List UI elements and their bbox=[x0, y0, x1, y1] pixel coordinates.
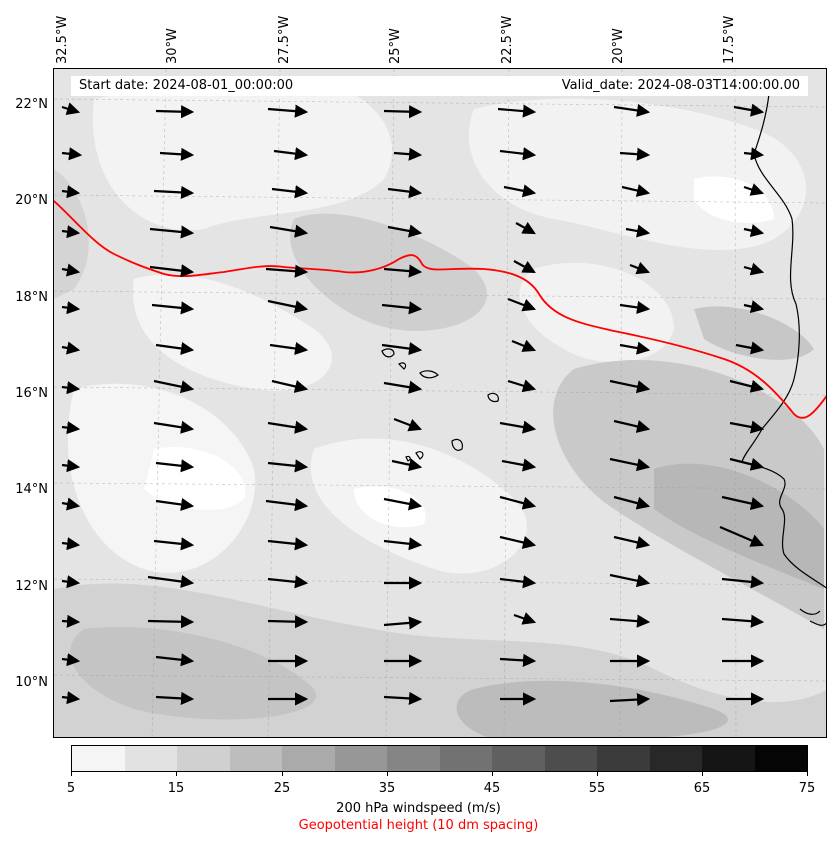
colorbar-tickmark bbox=[282, 772, 283, 776]
wind-vectors bbox=[61, 102, 765, 707]
colorbar-tick-label: 45 bbox=[483, 781, 501, 796]
lon-label-30w: 30°W bbox=[165, 28, 180, 64]
colorbar-tick-label: 65 bbox=[693, 781, 711, 796]
colorbar-tick-label: 15 bbox=[167, 781, 185, 796]
colorbar-tickmark bbox=[807, 772, 808, 776]
start-date-label: Start date: 2024-08-01_00:00:00 bbox=[79, 78, 294, 93]
windspeed-colorbar bbox=[71, 745, 808, 772]
date-info-box: Start date: 2024-08-01_00:00:00 Valid_da… bbox=[71, 76, 808, 96]
map-canvas bbox=[54, 69, 826, 737]
colorbar-swatch bbox=[439, 746, 492, 771]
lon-label-22-5w: 22.5°W bbox=[500, 15, 515, 64]
colorbar-tickmark bbox=[71, 772, 72, 776]
colorbar-swatch bbox=[229, 746, 282, 771]
colorbar-tickmark bbox=[597, 772, 598, 776]
colorbar-swatch bbox=[597, 746, 650, 771]
colorbar-swatch bbox=[492, 746, 545, 771]
colorbar-tick-label: 5 bbox=[66, 781, 76, 796]
lon-label-32-5w: 32.5°W bbox=[55, 15, 70, 64]
lat-label-20n: 20°N bbox=[15, 193, 48, 208]
lat-label-16n: 16°N bbox=[15, 386, 48, 401]
graticule bbox=[54, 69, 826, 737]
coastline bbox=[381, 93, 826, 626]
colorbar-swatch bbox=[282, 746, 335, 771]
colorbar-tickmark bbox=[492, 772, 493, 776]
lat-label-18n: 18°N bbox=[15, 290, 48, 305]
lon-label-20w: 20°W bbox=[611, 28, 626, 64]
colorbar-tickmark bbox=[387, 772, 388, 776]
colorbar-tickmark bbox=[702, 772, 703, 776]
colorbar-swatch bbox=[124, 746, 177, 771]
colorbar-tick-label: 25 bbox=[273, 781, 291, 796]
colorbar-swatch bbox=[754, 746, 807, 771]
colorbar-tick-label: 35 bbox=[378, 781, 396, 796]
colorbar-title: 200 hPa windspeed (m/s) bbox=[336, 801, 501, 816]
lon-label-17-5w: 17.5°W bbox=[722, 15, 737, 64]
colorbar-swatch bbox=[334, 746, 387, 771]
colorbar-tick-label: 75 bbox=[798, 781, 816, 796]
colorbar-swatch bbox=[177, 746, 230, 771]
contour-legend-label: Geopotential height (10 dm spacing) bbox=[298, 818, 539, 833]
colorbar-swatch bbox=[702, 746, 755, 771]
lon-label-25w: 25°W bbox=[388, 28, 403, 64]
lat-label-14n: 14°N bbox=[15, 482, 48, 497]
colorbar-tick-label: 55 bbox=[588, 781, 606, 796]
colorbar-swatch bbox=[649, 746, 702, 771]
lon-label-27-5w: 27.5°W bbox=[277, 15, 292, 64]
colorbar-tickmark bbox=[176, 772, 177, 776]
lat-label-22n: 22°N bbox=[15, 97, 48, 112]
valid-date-label: Valid_date: 2024-08-03T14:00:00.00 bbox=[561, 78, 800, 93]
lat-label-12n: 12°N bbox=[15, 579, 48, 594]
geopotential-height-contour bbox=[54, 200, 826, 419]
lat-label-10n: 10°N bbox=[15, 675, 48, 690]
map-panel bbox=[53, 68, 827, 738]
windspeed-shading bbox=[54, 86, 826, 737]
colorbar-swatch bbox=[387, 746, 440, 771]
colorbar-swatch bbox=[544, 746, 597, 771]
colorbar-swatch bbox=[72, 746, 125, 771]
